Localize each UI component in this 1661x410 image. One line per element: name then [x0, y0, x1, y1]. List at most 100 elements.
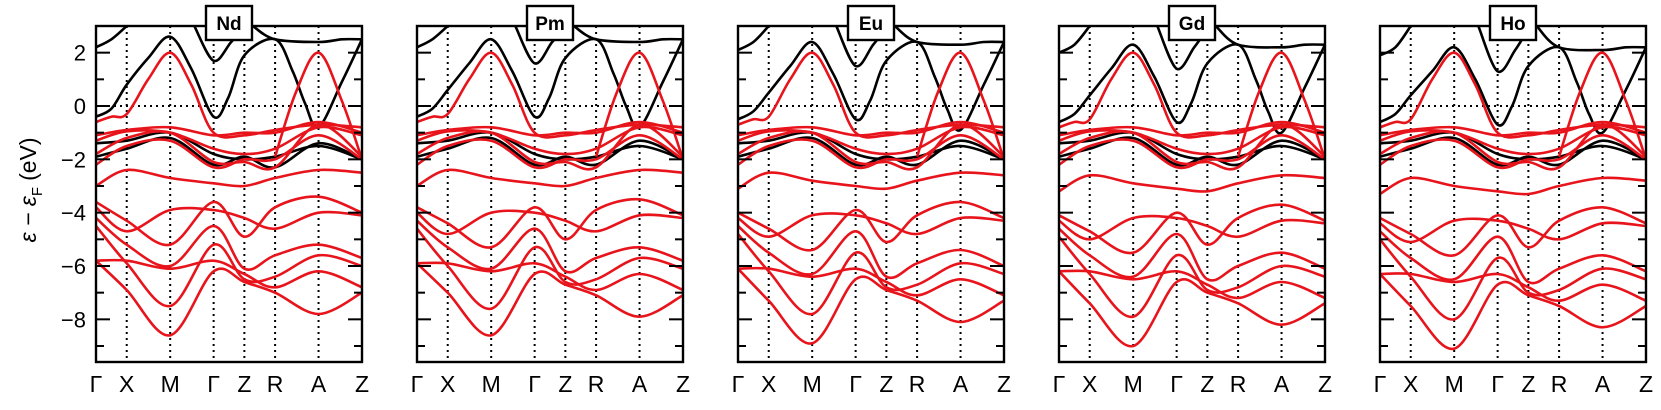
x-tick-label: X: [1403, 371, 1418, 397]
panel-title-box: Eu: [846, 4, 896, 42]
minority-band: [96, 217, 362, 271]
x-tick-label: Z: [237, 371, 251, 397]
panel-pm: Γ X M Γ Z R A ZPm: [411, 4, 690, 397]
minority-band: [96, 168, 362, 188]
majority-band: [1214, 26, 1325, 49]
minority-band: [1059, 134, 1325, 170]
x-tick-label: X: [761, 371, 776, 397]
y-axis-label-main: ε − ε: [15, 195, 41, 242]
x-tick-label: Γ: [207, 371, 220, 397]
minority-band: [96, 206, 362, 233]
minority-band: [738, 233, 1004, 316]
minority-band: [1380, 273, 1646, 351]
minority-band: [96, 258, 362, 289]
x-tick-label: R: [588, 371, 605, 397]
minority-band: [96, 125, 362, 156]
majority-band: [1535, 26, 1646, 52]
panel-title-frame: [1488, 4, 1538, 42]
y-tick-label: −4: [61, 201, 86, 226]
minority-band: [1380, 272, 1646, 303]
panel-ho: Γ X M Γ Z R A ZHo: [1374, 4, 1653, 397]
majority-band: [417, 136, 683, 167]
x-tick-label: Z: [997, 371, 1011, 397]
x-tick-label: Z: [1521, 371, 1535, 397]
majority-band: [417, 131, 683, 161]
minority-band: [417, 120, 683, 137]
panel-title-box: Pm: [525, 4, 575, 42]
minority-band: [1059, 120, 1325, 137]
minority-band: [1380, 51, 1646, 139]
x-tick-label: Z: [355, 371, 369, 397]
minority-band: [1380, 205, 1646, 257]
panel-title-frame: [525, 4, 575, 42]
bands: [1380, 26, 1646, 351]
x-tick-label: A: [1274, 371, 1290, 397]
y-tick-label: 2: [74, 41, 86, 66]
minority-band: [1059, 269, 1325, 300]
panel-title: Nd: [216, 14, 241, 35]
minority-band: [96, 259, 362, 337]
minority-band: [417, 227, 683, 311]
y-tick-label: −2: [61, 147, 86, 172]
minority-band: [1059, 125, 1325, 156]
x-tick-label: Γ: [1170, 371, 1183, 397]
x-tick-label: Γ: [732, 371, 745, 397]
x-tick-label: X: [1082, 371, 1097, 397]
majority-band: [893, 26, 1004, 47]
x-tick-label: Z: [676, 371, 690, 397]
y-tick-label: −6: [61, 254, 86, 279]
svg-text:ε − εF(eV): ε − εF (eV): [15, 137, 46, 242]
minority-band: [1236, 51, 1325, 160]
panel-title: Ho: [1500, 14, 1525, 35]
minority-band: [1380, 217, 1646, 244]
minority-band: [417, 219, 683, 274]
majority-band: [1059, 131, 1325, 161]
minority-band: [1059, 214, 1325, 241]
majority-band: [417, 26, 449, 49]
minority-band: [738, 266, 1004, 297]
minority-band: [738, 171, 1004, 191]
x-tick-label: Γ: [528, 371, 541, 397]
minority-band: [738, 51, 1004, 139]
x-tick-label: Γ: [1053, 371, 1066, 397]
minority-band: [417, 209, 683, 236]
majority-band: [251, 26, 362, 44]
panel-title-frame: [204, 4, 254, 42]
panel-title-box: Ho: [1488, 4, 1538, 42]
bands: [738, 26, 1004, 345]
majority-band: [1380, 131, 1646, 161]
x-tick-label: M: [482, 371, 501, 397]
majority-band: [96, 131, 362, 161]
minority-band: [273, 51, 362, 160]
x-tick-label: Γ: [1374, 371, 1387, 397]
minority-band: [96, 195, 362, 247]
y-axis-label-unit: (eV): [15, 137, 41, 180]
x-tick-label: A: [632, 371, 648, 397]
y-axis-label-subscript: F: [29, 187, 46, 196]
bands: [417, 26, 683, 337]
panel-title-box: Gd: [1167, 4, 1217, 42]
minority-band: [1380, 125, 1646, 156]
x-tick-label: Γ: [1491, 371, 1504, 397]
x-tick-label: Γ: [411, 371, 424, 397]
panel-title: Eu: [859, 14, 883, 35]
minority-band: [738, 200, 1004, 252]
x-tick-label: R: [1551, 371, 1568, 397]
majority-band: [738, 131, 1004, 161]
x-tick-label: M: [161, 371, 180, 397]
minority-band: [738, 267, 1004, 345]
x-tick-label: R: [909, 371, 926, 397]
minority-band: [1380, 120, 1646, 137]
x-tick-label: R: [267, 371, 284, 397]
minority-band: [417, 261, 683, 292]
axes-frame: [94, 24, 364, 364]
minority-band: [1380, 230, 1646, 285]
majority-band: [1059, 43, 1325, 135]
minority-band: [594, 51, 683, 160]
x-tick-label: A: [311, 371, 327, 397]
minority-band: [738, 225, 1004, 280]
minority-band: [915, 51, 1004, 160]
minority-band: [1059, 227, 1325, 282]
